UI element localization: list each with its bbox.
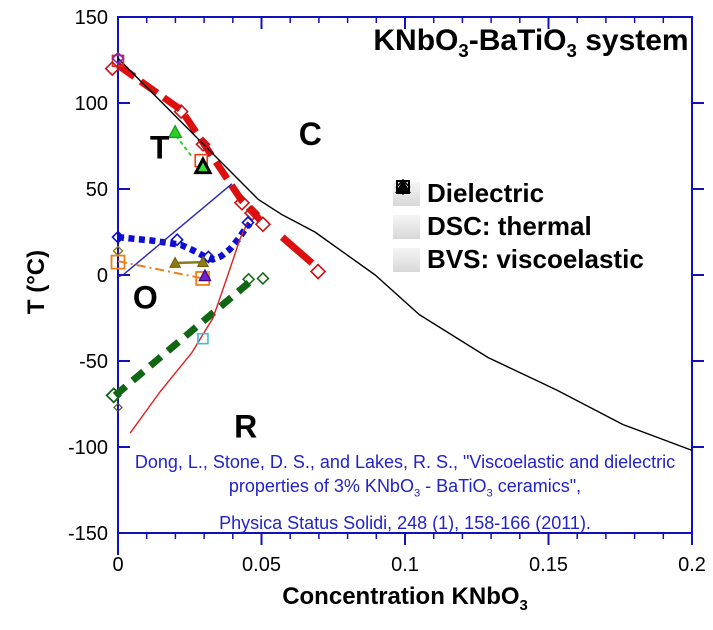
chart-title: KNbO3-BaTiO3 system <box>366 24 696 62</box>
series-orange-dashdot-DSC <box>117 260 203 280</box>
marker-triangle <box>198 268 212 282</box>
legend-row-bvs: BVS: viscoelastic <box>393 180 644 276</box>
y-tick-label: 0 <box>97 265 108 287</box>
series-blue-dotted-O-T <box>117 221 253 263</box>
phase-label-T: T <box>150 130 170 166</box>
marker-diamond <box>195 136 211 152</box>
y-tick-label: -100 <box>68 437 108 459</box>
title-sub-1: 3 <box>458 40 469 61</box>
y-tick-label: 150 <box>75 7 108 29</box>
title-text-2: -BaTiO <box>468 24 567 57</box>
marker-diamond <box>256 271 270 286</box>
title-text: KNbO <box>373 24 459 57</box>
marker-diamond <box>104 60 120 77</box>
phase-label-R: R <box>234 408 257 444</box>
marker-diamond <box>111 230 125 244</box>
marker-triangle <box>193 155 213 175</box>
marker-diamond <box>233 194 251 211</box>
marker-diamond <box>170 233 184 247</box>
marker-diamond <box>105 387 122 404</box>
x-tick-label: 0.05 <box>242 554 281 576</box>
legend-row-dsc: DSC: thermal <box>393 180 644 243</box>
series-red-thin-line <box>129 223 248 434</box>
y-tick-label: -150 <box>68 523 108 545</box>
legend: Dielectric DSC: thermal BVS: viscoelasti… <box>393 177 644 276</box>
y-tick-label: -50 <box>79 351 108 373</box>
marker-diamond <box>241 215 255 230</box>
y-axis-label: T (°C) <box>23 249 50 315</box>
marker-diamond <box>254 216 272 233</box>
title-sub-2: 3 <box>566 40 577 61</box>
bvs-triangle-icon <box>393 180 420 272</box>
marker-diamond <box>242 272 256 286</box>
marker-diamond <box>309 263 327 280</box>
title-text-3: system <box>576 24 689 57</box>
marker-diamond <box>111 51 125 65</box>
legend-label-bvs: BVS: viscoelastic <box>427 244 644 274</box>
legend-row-dielectric: Dielectric <box>393 177 644 210</box>
series-green-dashed-R-O <box>112 276 256 399</box>
marker-square <box>110 254 126 270</box>
marker-triangle <box>196 255 210 267</box>
legend-label-dielectric: Dielectric <box>427 178 545 208</box>
citation-line-2: properties of 3% KNbO3 - BaTiO3 ceramics… <box>228 476 582 500</box>
x-tick-label: 0.1 <box>391 554 419 576</box>
y-tick-label: 100 <box>75 93 108 115</box>
series-red-dashed-T-C <box>115 62 263 223</box>
series-red-dash-lower <box>279 234 315 266</box>
dsc-square-icon <box>393 180 420 239</box>
marker-square <box>197 332 209 345</box>
marker-diamond <box>113 402 123 413</box>
phase-label-O: O <box>133 279 158 315</box>
y-tick-label: 50 <box>86 179 108 201</box>
x-axis-label: Concentration KNbO3 <box>282 583 528 614</box>
legend-label-dsc: DSC: thermal <box>427 211 592 241</box>
citation: Dong, L., Stone, D. S., and Lakes, R. S.… <box>118 450 692 535</box>
marker-diamond <box>201 250 216 264</box>
series-green-thin-dashed <box>175 135 194 159</box>
phase-label-C: C <box>299 116 322 152</box>
marker-square <box>111 54 125 68</box>
marker-triangle <box>169 256 182 268</box>
citation-line-1: Dong, L., Stone, D. S., and Lakes, R. S.… <box>134 452 676 472</box>
x-tick-label: 0.2 <box>678 554 706 576</box>
citation-line-3: Physica Status Solidi, 248 (1), 158-166 … <box>219 512 591 533</box>
series-blue-thin-line <box>117 183 233 278</box>
marker-diamond <box>173 103 189 120</box>
marker-triangle <box>167 124 183 139</box>
series-olive-connector <box>175 260 204 265</box>
x-tick-label: 0 <box>112 554 123 576</box>
x-tick-label: 0.15 <box>529 554 568 576</box>
series-black-boundary <box>117 57 693 452</box>
